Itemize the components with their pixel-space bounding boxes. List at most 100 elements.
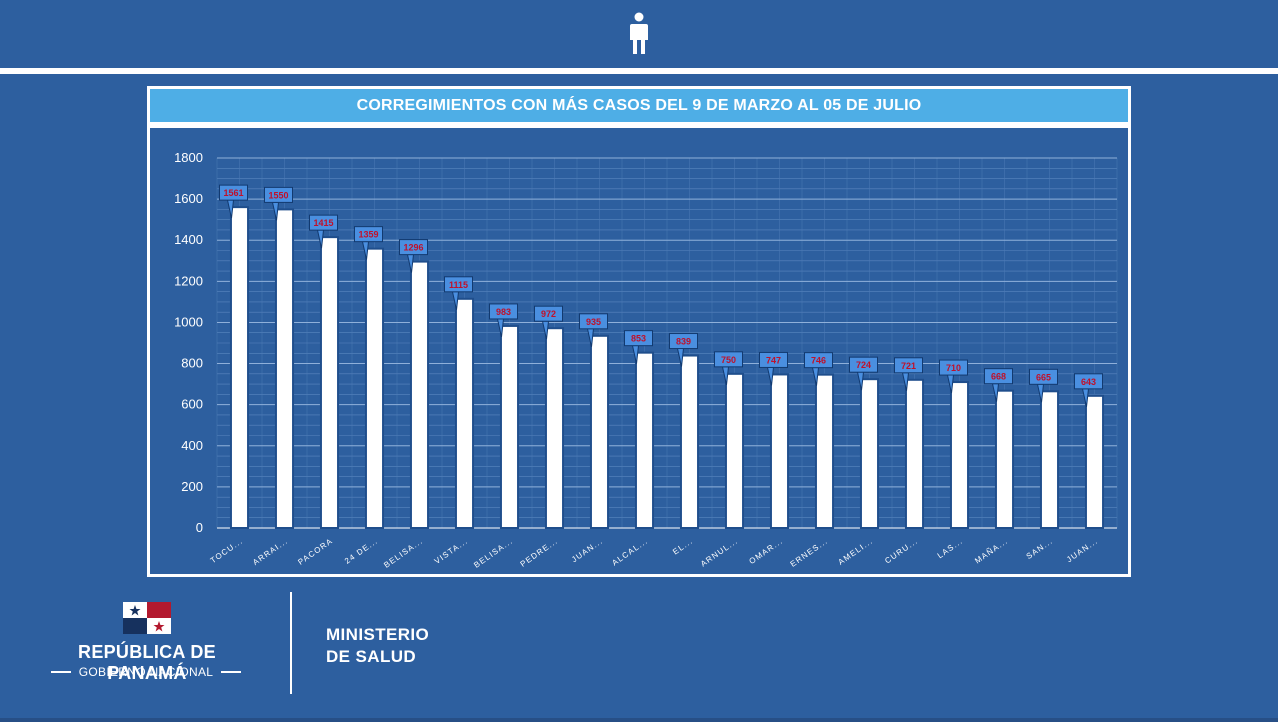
bar — [229, 206, 250, 529]
bar — [1084, 394, 1105, 530]
bar — [904, 378, 925, 529]
data-label: 746 — [811, 356, 826, 366]
bar — [589, 334, 610, 529]
chart-title: CORREGIMIENTOS CON MÁS CASOS DEL 9 DE MA… — [356, 96, 922, 114]
y-tick-label: 600 — [181, 397, 203, 412]
y-tick-label: 800 — [181, 356, 203, 371]
x-tick-label: EL... — [671, 536, 695, 556]
x-tick-label: ALCAL... — [610, 536, 649, 567]
data-label-box — [804, 352, 833, 369]
data-label: 839 — [676, 337, 691, 347]
y-tick-label: 1600 — [174, 191, 203, 206]
data-label: 721 — [901, 361, 916, 371]
x-tick-label: PEDRE... — [519, 536, 560, 569]
chart-panel: 0 200 400 600 800 1000 1200 1400 1600 1800 1561 TOC… — [147, 125, 1131, 577]
x-tick-label: SAN... — [1025, 536, 1055, 561]
bar — [769, 373, 790, 529]
bar — [499, 324, 520, 529]
data-label-box — [939, 359, 968, 376]
data-label-box — [579, 313, 608, 330]
footer-divider — [290, 592, 292, 694]
data-label-box — [759, 351, 788, 368]
data-label-box — [849, 356, 878, 373]
ministerio-line-2: DE SALUD — [326, 647, 417, 666]
data-label: 983 — [496, 307, 511, 317]
gobierno-rule-right — [221, 671, 242, 673]
data-label: 1296 — [403, 243, 423, 253]
data-label-box — [714, 351, 743, 368]
ministerio-name: MINISTERIO DE SALUD — [326, 624, 429, 668]
x-tick-label: CURU... — [883, 536, 919, 565]
data-label-box — [489, 303, 518, 320]
y-tick-label: 200 — [181, 479, 203, 494]
gobierno-label: GOBIERNO NACIONAL — [78, 665, 214, 679]
data-label-box — [399, 239, 428, 256]
data-label-box — [894, 357, 923, 374]
bar — [859, 378, 880, 529]
bar — [409, 260, 430, 529]
data-label-box — [534, 305, 563, 322]
bar — [814, 373, 835, 529]
data-label-box — [354, 226, 383, 243]
data-label: 710 — [946, 363, 961, 373]
panama-flag — [123, 602, 171, 634]
x-tick-label: OMAR... — [747, 536, 784, 566]
data-label-box — [624, 330, 653, 347]
data-label: 665 — [1036, 372, 1051, 382]
x-tick-label: JUAN... — [570, 536, 605, 564]
x-tick-label: PACORA — [296, 536, 334, 567]
bar — [724, 372, 745, 529]
chart-title-box: CORREGIMIENTOS CON MÁS CASOS DEL 9 DE MA… — [147, 86, 1131, 125]
data-label: 1115 — [449, 280, 468, 290]
y-tick-label: 1000 — [174, 314, 203, 329]
bar-chart: 0 200 400 600 800 1000 1200 1400 1600 1800 1561 TOC… — [174, 150, 1118, 570]
x-tick-label: JUAN... — [1065, 536, 1100, 564]
data-label-box — [219, 184, 248, 201]
bar — [454, 297, 475, 529]
data-label: 972 — [541, 309, 556, 319]
data-label: 1415 — [313, 218, 333, 228]
data-label: 668 — [991, 372, 1006, 382]
bar — [994, 389, 1015, 530]
bar — [679, 354, 700, 529]
y-tick-label: 1400 — [174, 232, 203, 247]
data-label: 1359 — [358, 230, 378, 240]
data-label-box — [309, 214, 338, 231]
bar — [319, 236, 340, 529]
data-label-box — [1074, 373, 1103, 390]
x-tick-label: MAÑA... — [973, 536, 1009, 565]
data-label: 724 — [856, 360, 871, 370]
data-label: 1561 — [223, 188, 243, 198]
data-label: 750 — [721, 355, 736, 365]
x-tick-label: ERNES... — [789, 536, 830, 569]
bar — [364, 247, 385, 530]
y-tick-label: 0 — [196, 520, 203, 535]
x-tick-label: ARRAI... — [251, 536, 290, 567]
header-band — [0, 0, 1278, 68]
gobierno-rule-left — [50, 671, 71, 673]
x-tick-label: AMELI... — [836, 536, 874, 566]
data-label-box — [444, 276, 473, 293]
data-label-box — [984, 368, 1013, 385]
republic-name: REPÚBLICA DE PANAMÁ — [78, 642, 216, 683]
gobierno-nacional: GOBIERNO NACIONAL — [46, 664, 246, 680]
x-tick-label: BELISA... — [382, 536, 424, 569]
x-tick-label: ARNUL... — [699, 536, 740, 568]
x-tick-label: LAS... — [936, 536, 965, 560]
data-label: 1550 — [268, 190, 288, 200]
x-tick-label: 24 DE... — [343, 536, 380, 565]
data-label-box — [669, 333, 698, 350]
bar — [1039, 390, 1060, 529]
data-label: 747 — [766, 355, 781, 365]
y-tick-label: 1200 — [174, 273, 203, 288]
y-tick-label: 400 — [181, 438, 203, 453]
data-label: 643 — [1081, 377, 1096, 387]
data-label: 935 — [586, 317, 601, 327]
ministerio-line-1: MINISTERIO — [326, 625, 430, 644]
bottom-edge — [0, 718, 1278, 722]
x-tick-label: TOCU... — [209, 536, 245, 565]
y-tick-label: 1800 — [174, 150, 203, 165]
data-label: 853 — [631, 334, 646, 344]
bar — [274, 208, 295, 529]
data-label-box — [264, 186, 293, 203]
